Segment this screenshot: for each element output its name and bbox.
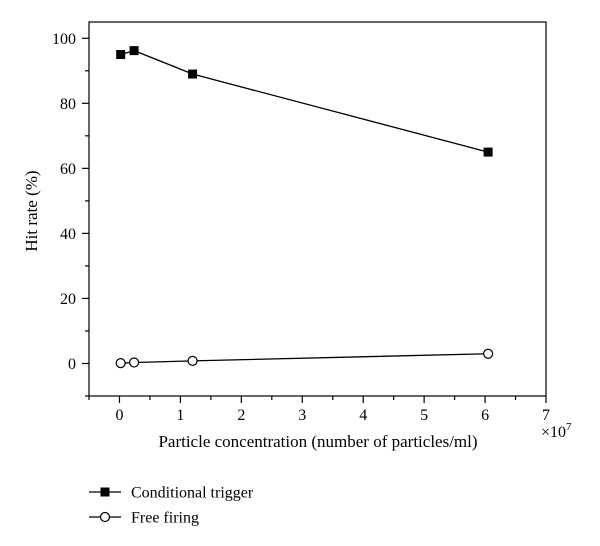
- y-tick-label: 0: [68, 356, 76, 373]
- legend-item: Conditional trigger: [89, 485, 254, 502]
- series-free-firing: [115, 348, 494, 369]
- data-point: [129, 46, 139, 56]
- svg-text:×107: ×107: [541, 421, 572, 441]
- x-axis-multiplier-exponent: 7: [566, 421, 572, 433]
- legend-square-marker: [100, 487, 110, 497]
- data-point: [187, 355, 198, 366]
- data-point: [115, 358, 126, 369]
- legend-circle-marker: [99, 511, 111, 523]
- x-tick-label: 1: [176, 407, 184, 424]
- legend-label: Conditional trigger: [131, 485, 254, 502]
- y-tick-label: 80: [60, 96, 76, 113]
- series-conditional-trigger: [116, 46, 493, 157]
- x-tick-label: 6: [481, 407, 489, 424]
- data-point: [483, 348, 494, 359]
- data-point: [188, 69, 198, 79]
- series-line: [120, 353, 489, 364]
- data-point: [116, 50, 126, 60]
- y-axis-ticks: 0 20 40 60 80 100: [52, 31, 89, 397]
- axes: [88, 21, 547, 397]
- x-axis-multiplier: ×107: [541, 421, 572, 441]
- x-tick-label: 7: [542, 407, 550, 424]
- legend-label: Free firing: [131, 510, 199, 527]
- x-tick-label: 0: [115, 407, 123, 424]
- x-tick-label: 3: [298, 407, 306, 424]
- x-tick-label: 2: [237, 407, 245, 424]
- x-axis-ticks: 0 1 2 3 4 5 6 7: [88, 396, 550, 424]
- y-tick-label: 20: [60, 291, 76, 308]
- y-axis-label: Hit rate (%): [22, 170, 41, 251]
- legend: Conditional trigger Free firing: [89, 485, 254, 527]
- x-tick-label: 4: [359, 407, 367, 424]
- legend-item: Free firing: [89, 510, 199, 527]
- y-tick-label: 100: [52, 31, 76, 48]
- y-tick-label: 60: [60, 161, 76, 178]
- plot-frame: [88, 21, 547, 397]
- data-point: [128, 357, 140, 368]
- series-line: [120, 49, 489, 153]
- x-tick-label: 5: [420, 407, 428, 424]
- x-axis-label: Particle concentration (number of partic…: [158, 432, 477, 451]
- data-point: [483, 147, 493, 157]
- y-tick-label: 40: [60, 226, 76, 243]
- series-layer: [115, 46, 494, 369]
- x-axis-multiplier-base: ×10: [541, 424, 566, 441]
